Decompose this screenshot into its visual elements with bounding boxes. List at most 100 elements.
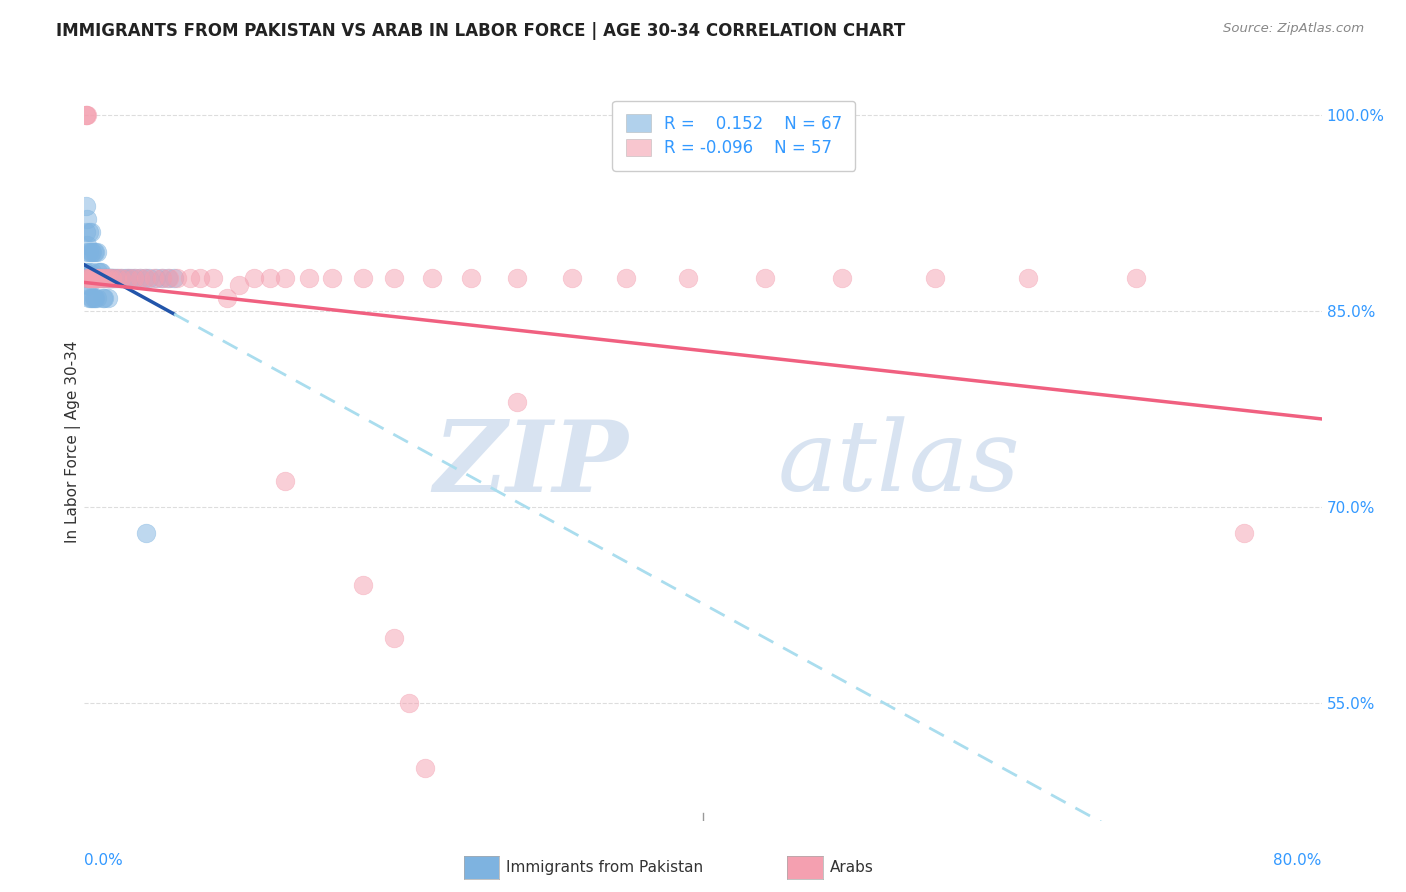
- Point: [79, 244, 101, 259]
- Point: [105, 271, 128, 285]
- Point: [274, 474, 297, 488]
- Point: [89, 271, 111, 285]
- Point: [120, 271, 142, 285]
- Point: [77, 277, 100, 292]
- Point: [103, 271, 125, 285]
- Point: [243, 271, 266, 285]
- Point: [96, 271, 118, 285]
- Point: [422, 271, 444, 285]
- Point: [83, 244, 105, 259]
- Point: [98, 271, 121, 285]
- Point: [93, 271, 115, 285]
- Point: [90, 264, 112, 278]
- Text: Arabs: Arabs: [830, 861, 873, 875]
- Point: [75, 264, 97, 278]
- Point: [84, 244, 107, 259]
- Point: [754, 271, 776, 285]
- Point: [82, 244, 104, 259]
- Point: [129, 271, 152, 285]
- Point: [83, 271, 105, 285]
- Point: [163, 271, 186, 285]
- Text: Immigrants from Pakistan: Immigrants from Pakistan: [506, 861, 703, 875]
- Point: [82, 271, 104, 285]
- Point: [82, 264, 104, 278]
- Point: [77, 271, 100, 285]
- Text: IMMIGRANTS FROM PAKISTAN VS ARAB IN LABOR FORCE | AGE 30-34 CORRELATION CHART: IMMIGRANTS FROM PAKISTAN VS ARAB IN LABO…: [56, 22, 905, 40]
- Point: [86, 271, 108, 285]
- Point: [117, 271, 139, 285]
- Point: [89, 264, 111, 278]
- Text: 80.0%: 80.0%: [1274, 854, 1322, 868]
- Point: [201, 271, 224, 285]
- Point: [76, 277, 98, 292]
- Point: [79, 271, 101, 285]
- Point: [75, 226, 97, 240]
- Point: [297, 271, 319, 285]
- Point: [129, 271, 152, 285]
- Point: [1125, 271, 1147, 285]
- Point: [117, 271, 139, 285]
- Point: [77, 244, 100, 259]
- Point: [87, 271, 110, 285]
- Point: [114, 271, 136, 285]
- Point: [179, 271, 201, 285]
- Point: [135, 526, 157, 541]
- Point: [159, 271, 180, 285]
- Point: [76, 108, 98, 122]
- Point: [87, 264, 110, 278]
- Point: [506, 271, 529, 285]
- Point: [91, 271, 114, 285]
- Text: ZIP: ZIP: [434, 416, 628, 513]
- Point: [79, 271, 101, 285]
- Point: [134, 271, 156, 285]
- Point: [100, 271, 122, 285]
- Point: [150, 271, 173, 285]
- Point: [76, 244, 98, 259]
- Point: [82, 291, 104, 305]
- Point: [84, 291, 107, 305]
- Text: Source: ZipAtlas.com: Source: ZipAtlas.com: [1223, 22, 1364, 36]
- Point: [104, 271, 127, 285]
- Point: [1233, 526, 1256, 541]
- Point: [1017, 271, 1039, 285]
- Point: [110, 271, 132, 285]
- Point: [100, 271, 122, 285]
- Point: [76, 212, 98, 227]
- Point: [506, 395, 529, 409]
- Point: [77, 271, 100, 285]
- Point: [352, 271, 374, 285]
- Point: [215, 291, 238, 305]
- Point: [77, 226, 100, 240]
- Point: [86, 244, 108, 259]
- Point: [124, 271, 146, 285]
- Point: [382, 631, 405, 645]
- Point: [94, 271, 117, 285]
- Point: [86, 271, 108, 285]
- Point: [75, 108, 97, 122]
- Point: [86, 291, 108, 305]
- Point: [122, 271, 145, 285]
- Point: [75, 199, 97, 213]
- Point: [77, 291, 100, 305]
- Point: [77, 264, 100, 278]
- Point: [90, 271, 112, 285]
- Point: [398, 696, 420, 710]
- Point: [84, 271, 107, 285]
- Point: [352, 578, 374, 592]
- Point: [321, 271, 343, 285]
- Text: atlas: atlas: [778, 417, 1019, 512]
- Point: [89, 271, 111, 285]
- Point: [82, 271, 104, 285]
- Point: [94, 271, 117, 285]
- Point: [98, 271, 121, 285]
- Point: [676, 271, 699, 285]
- Point: [460, 271, 482, 285]
- Text: 0.0%: 0.0%: [84, 854, 124, 868]
- Point: [91, 271, 114, 285]
- Point: [107, 271, 129, 285]
- Point: [413, 761, 436, 775]
- Point: [96, 271, 118, 285]
- Point: [91, 291, 114, 305]
- Point: [101, 271, 124, 285]
- Point: [87, 271, 110, 285]
